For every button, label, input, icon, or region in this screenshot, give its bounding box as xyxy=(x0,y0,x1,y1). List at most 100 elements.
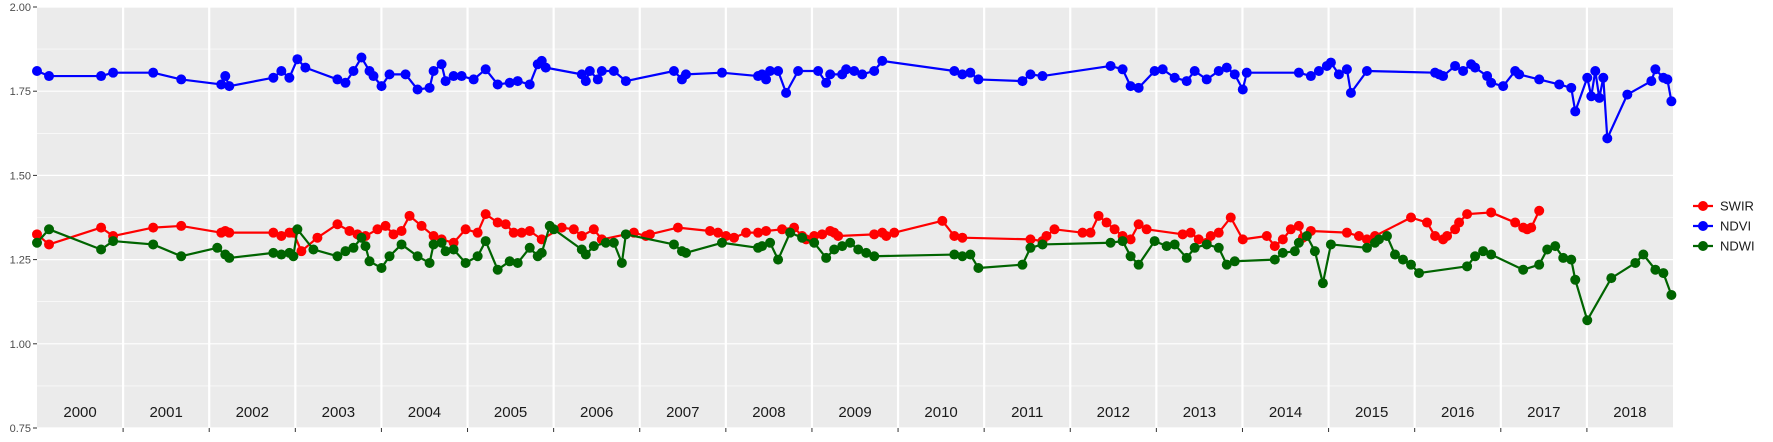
ndwi-point xyxy=(1566,254,1577,265)
ndvi-point xyxy=(440,76,451,87)
swir-point xyxy=(1406,212,1417,223)
ndwi-point xyxy=(829,244,840,255)
ndwi-point xyxy=(1373,234,1384,245)
ndwi-point xyxy=(1105,237,1116,248)
year-label-2016: 2016 xyxy=(1441,404,1474,421)
ndvi-point xyxy=(1293,67,1304,78)
ndwi-point xyxy=(1161,241,1172,252)
swir-point xyxy=(1422,217,1433,228)
y-tick-label: 1.75 xyxy=(10,86,31,98)
ndvi-point xyxy=(1586,91,1597,102)
swir-point xyxy=(1101,217,1112,228)
swir-point xyxy=(1526,222,1537,233)
ndwi-point xyxy=(1301,231,1312,242)
ndvi-point xyxy=(384,69,395,80)
ndvi-point xyxy=(1438,71,1449,82)
swir-point xyxy=(1454,217,1465,228)
ndvi-point xyxy=(1514,69,1525,80)
ndwi-point xyxy=(1325,239,1336,250)
ndvi-point xyxy=(32,65,42,76)
swir-point xyxy=(296,246,307,257)
ndwi-point xyxy=(1309,246,1320,257)
swir-point xyxy=(388,229,399,240)
ndwi-point xyxy=(620,229,631,240)
ndwi-point xyxy=(108,236,119,247)
ndvi-point xyxy=(1534,74,1545,85)
swir-point xyxy=(1185,227,1196,238)
ndvi-point xyxy=(356,52,367,63)
ndvi-point xyxy=(1237,84,1248,95)
ndvi-point xyxy=(1149,65,1160,76)
ndvi-point xyxy=(284,72,295,83)
ndwi-point xyxy=(1221,259,1232,270)
ndwi-point xyxy=(1149,236,1160,247)
swir-point xyxy=(1213,227,1224,238)
ndwi-point xyxy=(861,247,872,258)
ndvi-point xyxy=(512,76,523,87)
ndwi-point xyxy=(1117,236,1128,247)
swir-point xyxy=(32,229,42,240)
ndvi-point xyxy=(793,65,804,76)
ndvi-point xyxy=(957,69,968,80)
swir-point xyxy=(1049,224,1060,235)
ndwi-point xyxy=(580,249,591,260)
year-label-2017: 2017 xyxy=(1527,404,1560,421)
swir-point xyxy=(588,224,599,235)
ndvi-point xyxy=(368,71,379,82)
ndvi-point xyxy=(965,67,976,78)
ndwi-point xyxy=(1125,251,1136,262)
ndvi-point xyxy=(332,74,343,85)
ndvi-point xyxy=(1498,81,1509,92)
ndwi-point xyxy=(424,257,435,268)
swir-point xyxy=(1534,205,1545,216)
swir-point xyxy=(276,231,287,242)
ndvi-point xyxy=(1305,71,1316,82)
ndwi-point xyxy=(1289,246,1300,257)
ndwi-point xyxy=(1638,249,1649,260)
ndvi-point xyxy=(1361,65,1372,76)
swir-point xyxy=(1430,231,1441,242)
swir-point xyxy=(500,219,511,230)
ndvi-point xyxy=(877,55,888,66)
ndvi-point xyxy=(841,64,852,75)
ndwi-point xyxy=(460,257,471,268)
ndwi-point xyxy=(837,241,848,252)
year-label-2009: 2009 xyxy=(838,404,871,421)
ndwi-point xyxy=(332,251,343,262)
ndwi-point xyxy=(44,224,55,235)
series-ndvi xyxy=(32,52,1677,144)
ndwi-point xyxy=(396,239,407,250)
swir-point xyxy=(1177,229,1188,240)
ndwi-point xyxy=(340,246,351,257)
year-label-2010: 2010 xyxy=(924,404,957,421)
swir-point xyxy=(268,227,279,238)
ndwi-point xyxy=(797,232,808,243)
ndvi-point xyxy=(1125,81,1136,92)
ndvi-point xyxy=(1105,60,1116,71)
ndwi-point xyxy=(616,257,627,268)
ndwi-point xyxy=(608,237,619,248)
x-axis xyxy=(122,428,1588,432)
ndwi-point xyxy=(1650,264,1661,275)
swir-point xyxy=(312,232,323,243)
year-label-2018: 2018 xyxy=(1613,404,1646,421)
ndvi-point xyxy=(1037,71,1048,82)
ndvi-point xyxy=(580,76,591,87)
ndwi-point xyxy=(588,241,599,252)
year-label-2004: 2004 xyxy=(408,404,441,421)
ndwi-point xyxy=(1414,268,1425,279)
swir-point xyxy=(1462,209,1473,220)
ndvi-point xyxy=(292,54,303,65)
ndwi-point xyxy=(1582,315,1593,326)
ndvi-point xyxy=(1181,76,1192,87)
grid-lines xyxy=(37,6,1673,429)
ndwi-point xyxy=(1361,242,1372,253)
ndwi-point xyxy=(1558,252,1569,263)
swir-point xyxy=(1205,231,1216,242)
legend: SWIR NDVI NDWI xyxy=(1693,199,1755,254)
swir-point xyxy=(516,227,527,238)
ndvi-point xyxy=(584,65,595,76)
ndvi-point xyxy=(480,64,491,75)
ndvi-point xyxy=(1133,82,1144,93)
ndvi-point xyxy=(1486,77,1497,88)
